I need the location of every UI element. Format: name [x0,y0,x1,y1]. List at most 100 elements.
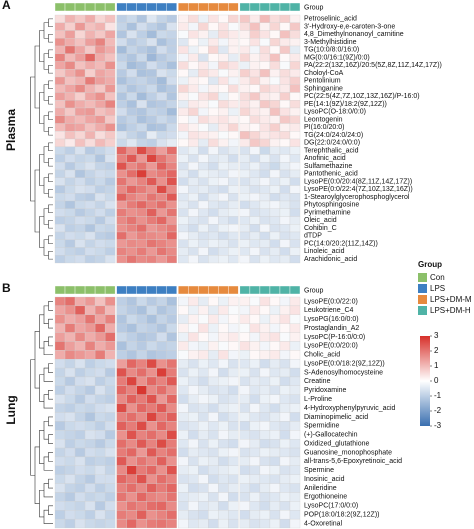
heatmap-cell [289,131,301,140]
heatmap-cell [166,100,177,109]
heatmap-cell [84,456,96,466]
heatmap-cell [166,447,177,458]
heatmap-cell [198,350,209,360]
heatmap-cell [54,332,66,342]
heatmap-cell [116,193,127,202]
heatmap-cell [188,216,199,225]
heatmap-cell [136,255,147,264]
heatmap-cell [54,483,66,493]
heatmap-cell [178,146,189,155]
heatmap-cell [126,483,137,493]
heatmap-cell [146,296,157,307]
heatmap-cell [208,518,219,529]
heatmap-cell [208,305,219,315]
heatmap-cell [269,492,281,502]
heatmap-cell [218,465,229,475]
heatmap-cell [228,224,239,233]
heatmap-cell [269,332,281,342]
row-label: Leukotriene_C4 [304,307,354,314]
heatmap-cell [166,492,177,502]
heatmap-cell [74,341,86,351]
heatmap-cell [289,439,301,449]
heatmap-cell [156,332,167,342]
heatmap-cell [289,323,301,333]
heatmap-cell [239,154,251,163]
heatmap-cell [279,510,291,520]
heatmap-cell [104,107,116,116]
heatmap-cell [239,412,251,422]
heatmap-cell [64,394,76,404]
heatmap-cell [136,169,147,178]
heatmap-cell [116,76,127,85]
heatmap-cell [178,185,189,194]
heatmap-cell [156,323,167,333]
heatmap-cell [239,439,251,449]
heatmap-cell [104,350,116,360]
heatmap-cell [116,474,127,484]
heatmap-cell [104,115,116,124]
heatmap-cell [259,501,271,511]
heatmap-cell [279,239,291,248]
heatmap-cell [208,138,219,147]
heatmap-cell [239,193,251,202]
heatmap-cell [116,439,127,449]
heatmap-cell [64,14,76,23]
dendrogram-branch [48,142,53,151]
heatmap-cell [228,447,239,458]
heatmap-cell [94,350,106,360]
heatmap-cell [156,22,167,31]
heatmap-cell [126,84,137,93]
heatmap-cell [54,216,66,225]
heatmap-cell [218,45,229,54]
heatmap-cell [116,22,127,31]
dendrogram-branch [43,208,49,225]
heatmap-cell [116,115,127,124]
heatmap-cell [269,231,281,240]
heatmap-cell [64,255,76,264]
heatmap-cell [218,138,229,147]
heatmap-cell [228,255,239,264]
heatmap-cell [218,394,229,404]
heatmap-cell [64,447,76,458]
heatmap-cell [84,131,96,140]
heatmap-cell [259,403,271,413]
heatmap-cell [74,456,86,466]
dendrogram-branch [43,305,49,324]
dendrogram-branch [48,434,53,444]
heatmap-cell [156,216,167,225]
heatmap-cell [84,177,96,186]
heatmap-cell [104,314,116,324]
heatmap-cell [208,14,219,23]
heatmap-cell [156,247,167,256]
heatmap-cell [259,193,271,202]
heatmap-cell [198,474,209,484]
heatmap-cell [166,403,177,413]
heatmap-cell [104,92,116,101]
group-cell [228,2,239,12]
heatmap-cell [218,412,229,422]
heatmap-cell [259,439,271,449]
heatmap-cell [136,305,147,315]
heatmap-cell [249,53,261,62]
heatmap-cell [166,483,177,493]
heatmap-cell [146,53,157,62]
heatmap-cell [279,350,291,360]
heatmap-cell [198,412,209,422]
heatmap-cell [259,185,271,194]
group-cell [259,285,271,295]
heatmap-cell [218,100,229,109]
heatmap-cell [178,314,189,324]
heatmap-cell [136,61,147,70]
heatmap-cell [136,38,147,47]
heatmap-cell [218,483,229,493]
heatmap-cell [178,510,189,520]
heatmap-cell [289,510,301,520]
heatmap-cell [289,341,301,351]
heatmap-cell [94,14,106,23]
heatmap-cell [269,359,281,369]
heatmap-cell [116,53,127,62]
heatmap-cell [178,123,189,132]
heatmap-cell [198,224,209,233]
heatmap-cell [289,367,301,378]
heatmap-cell [228,385,239,395]
